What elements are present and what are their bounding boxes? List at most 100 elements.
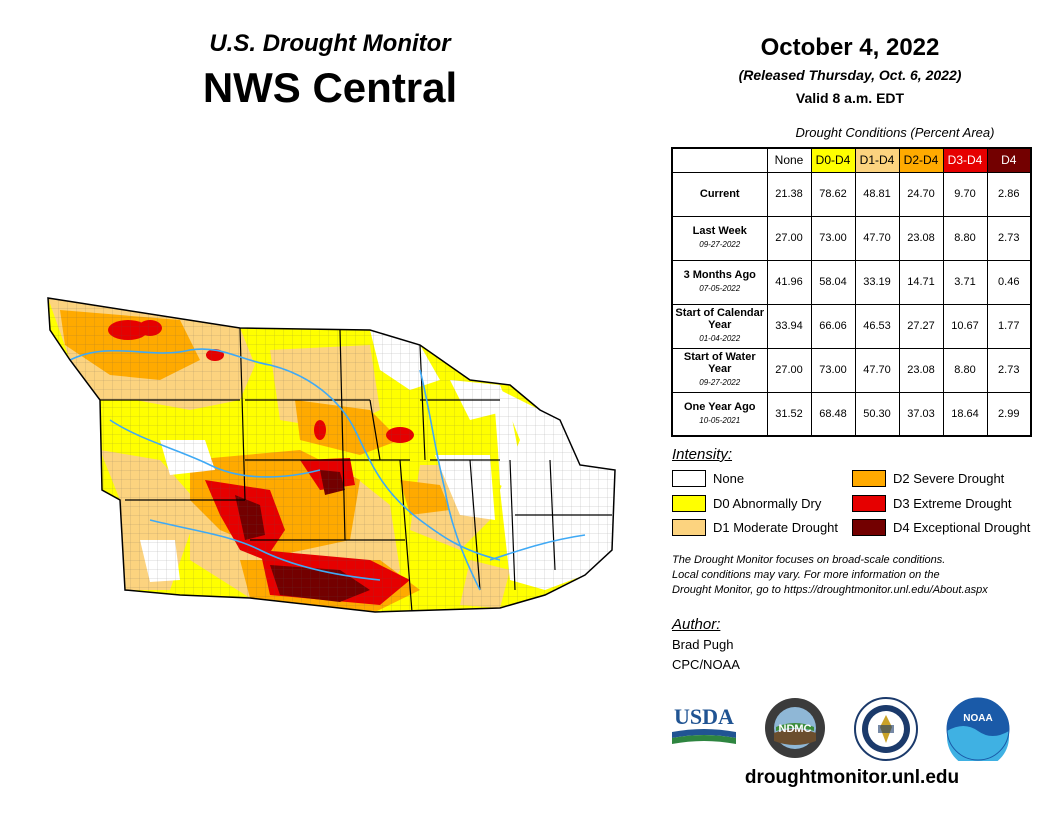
table-cell: 68.48	[810, 391, 856, 437]
table-cell: 73.00	[810, 215, 856, 261]
row-label: Start of Calendar Year 01-04-2022	[671, 303, 768, 349]
row-date: 09-27-2022	[699, 378, 741, 387]
row-label: Start of Water Year 09-27-2022	[671, 347, 768, 393]
row-label-text: Start of Water Year	[683, 351, 756, 375]
row-label-text: 3 Months Ago	[683, 269, 756, 281]
disclaimer-note: The Drought Monitor focuses on broad-sca…	[672, 553, 1042, 598]
row-label: 3 Months Ago 07-05-2022	[671, 259, 768, 305]
valid-date: October 4, 2022	[760, 34, 940, 61]
table-cell: 47.70	[854, 347, 900, 393]
table-cell: 8.80	[942, 347, 988, 393]
table-cell: 23.08	[898, 215, 944, 261]
table-header-row: None D0-D4 D1-D4 D2-D4 D3-D4 D4	[672, 147, 1032, 173]
table-cell: 33.19	[854, 259, 900, 305]
table-cell: 46.53	[854, 303, 900, 349]
table-cell: 10.67	[942, 303, 988, 349]
legend-swatch	[672, 519, 706, 536]
noaa-logo-text: NOAA	[963, 713, 992, 724]
row-date: 01-04-2022	[699, 334, 741, 343]
table-cell: 33.94	[766, 303, 812, 349]
table-cell: 2.73	[986, 347, 1032, 393]
legend-item-d3: D3 Extreme Drought	[852, 495, 1012, 512]
table-cell: 0.46	[986, 259, 1032, 305]
drought-map	[47, 297, 616, 613]
legend-item-none: None	[672, 470, 744, 487]
table-cell: 41.96	[766, 259, 812, 305]
note-line: The Drought Monitor focuses on broad-sca…	[672, 554, 946, 566]
drought-table: None D0-D4 D1-D4 D2-D4 D3-D4 D4 Current 2…	[671, 147, 1032, 437]
commerce-seal	[854, 697, 918, 761]
row-label: Last Week 09-27-2022	[671, 215, 768, 261]
table-cell: 31.52	[766, 391, 812, 437]
note-line[interactable]: Drought Monitor, go to https://droughtmo…	[672, 584, 988, 596]
table-row: Start of Water Year 09-27-2022 27.00 73.00 4…	[671, 347, 1032, 393]
footer-url-link[interactable]: droughtmonitor.unl.edu	[744, 767, 960, 788]
table-cell: 2.73	[986, 215, 1032, 261]
legend-label: D0 Abnormally Dry	[713, 496, 822, 511]
table-row: Start of Calendar Year 01-04-2022 33.94 66.…	[671, 303, 1032, 349]
legend-item-d1: D1 Moderate Drought	[672, 519, 838, 536]
row-label-text: Start of Calendar Year	[675, 307, 765, 331]
table-row: 3 Months Ago 07-05-2022 41.96 58.04 33.19 14.…	[671, 259, 1032, 305]
legend-swatch	[852, 495, 886, 512]
note-line: Local conditions may vary. For more info…	[672, 569, 940, 581]
table-cell: 8.80	[942, 215, 988, 261]
row-label-text: One Year Ago	[683, 400, 756, 413]
table-cell: 23.08	[898, 347, 944, 393]
row-date: 10-05-2021	[699, 415, 741, 425]
table-cell: 50.30	[854, 391, 900, 437]
col-header: D0-D4	[810, 147, 856, 173]
table-cell: 18.64	[942, 391, 988, 437]
legend-swatch	[672, 495, 706, 512]
col-header: D1-D4	[854, 147, 900, 173]
legend-swatch	[852, 470, 886, 487]
legend-label: D3 Extreme Drought	[893, 496, 1012, 511]
table-cell: 24.70	[898, 171, 944, 217]
table-cell: 2.99	[986, 391, 1032, 437]
legend-swatch	[852, 519, 886, 536]
table-cell: 73.00	[810, 347, 856, 393]
table-row: One Year Ago 10-05-2021 31.52 68.48 50.30 37.…	[671, 391, 1032, 437]
table-cell: 58.04	[810, 259, 856, 305]
author-name: Brad Pugh	[672, 637, 734, 652]
map-title: NWS Central	[202, 64, 458, 111]
table-cell: 2.86	[986, 171, 1032, 217]
ndmc-logo: NDMC	[764, 697, 826, 759]
legend-label: D4 Exceptional Drought	[893, 520, 1031, 535]
legend-item-d4: D4 Exceptional Drought	[852, 519, 1030, 536]
row-date: 07-05-2022	[699, 284, 741, 293]
table-cell: 9.70	[942, 171, 988, 217]
usda-logo: USDA	[672, 702, 736, 750]
table-cell: 37.03	[898, 391, 944, 437]
col-header: D3-D4	[942, 147, 988, 173]
col-header: D2-D4	[898, 147, 944, 173]
row-label-text: Last Week	[692, 225, 747, 237]
author-org: CPC/NOAA	[672, 657, 740, 672]
row-label: One Year Ago 10-05-2021	[671, 391, 768, 437]
table-cell: 27.00	[766, 215, 812, 261]
legend-item-d2: D2 Severe Drought	[852, 470, 1004, 487]
row-label: Current	[671, 171, 768, 217]
legend-swatch	[672, 470, 706, 487]
release-date: (Released Thursday, Oct. 6, 2022)	[738, 67, 962, 83]
usda-logo-text: USDA	[674, 704, 734, 729]
author-heading: Author:	[672, 616, 721, 633]
table-cell: 27.00	[766, 347, 812, 393]
table-cell: 27.27	[898, 303, 944, 349]
legend-label: D2 Severe Drought	[893, 471, 1005, 486]
table-cell: 66.06	[810, 303, 856, 349]
valid-time: Valid 8 a.m. EDT	[795, 90, 905, 106]
table-cell: 21.38	[766, 171, 812, 217]
table-cell: 48.81	[854, 171, 900, 217]
table-cell: 47.70	[854, 215, 900, 261]
row-label-text: Current	[699, 188, 740, 200]
row-date: 09-27-2022	[699, 240, 741, 249]
table-row: Last Week 09-27-2022 27.00 73.00 47.70 23.08 8…	[671, 215, 1032, 261]
table-cell: 1.77	[986, 303, 1032, 349]
legend-label: None	[713, 471, 745, 486]
table-cell: 78.62	[810, 171, 856, 217]
ndmc-logo-text: NDMC	[779, 723, 812, 735]
legend-item-d0: D0 Abnormally Dry	[672, 495, 821, 512]
col-header: D4	[986, 147, 1032, 173]
table-corner	[672, 148, 768, 173]
